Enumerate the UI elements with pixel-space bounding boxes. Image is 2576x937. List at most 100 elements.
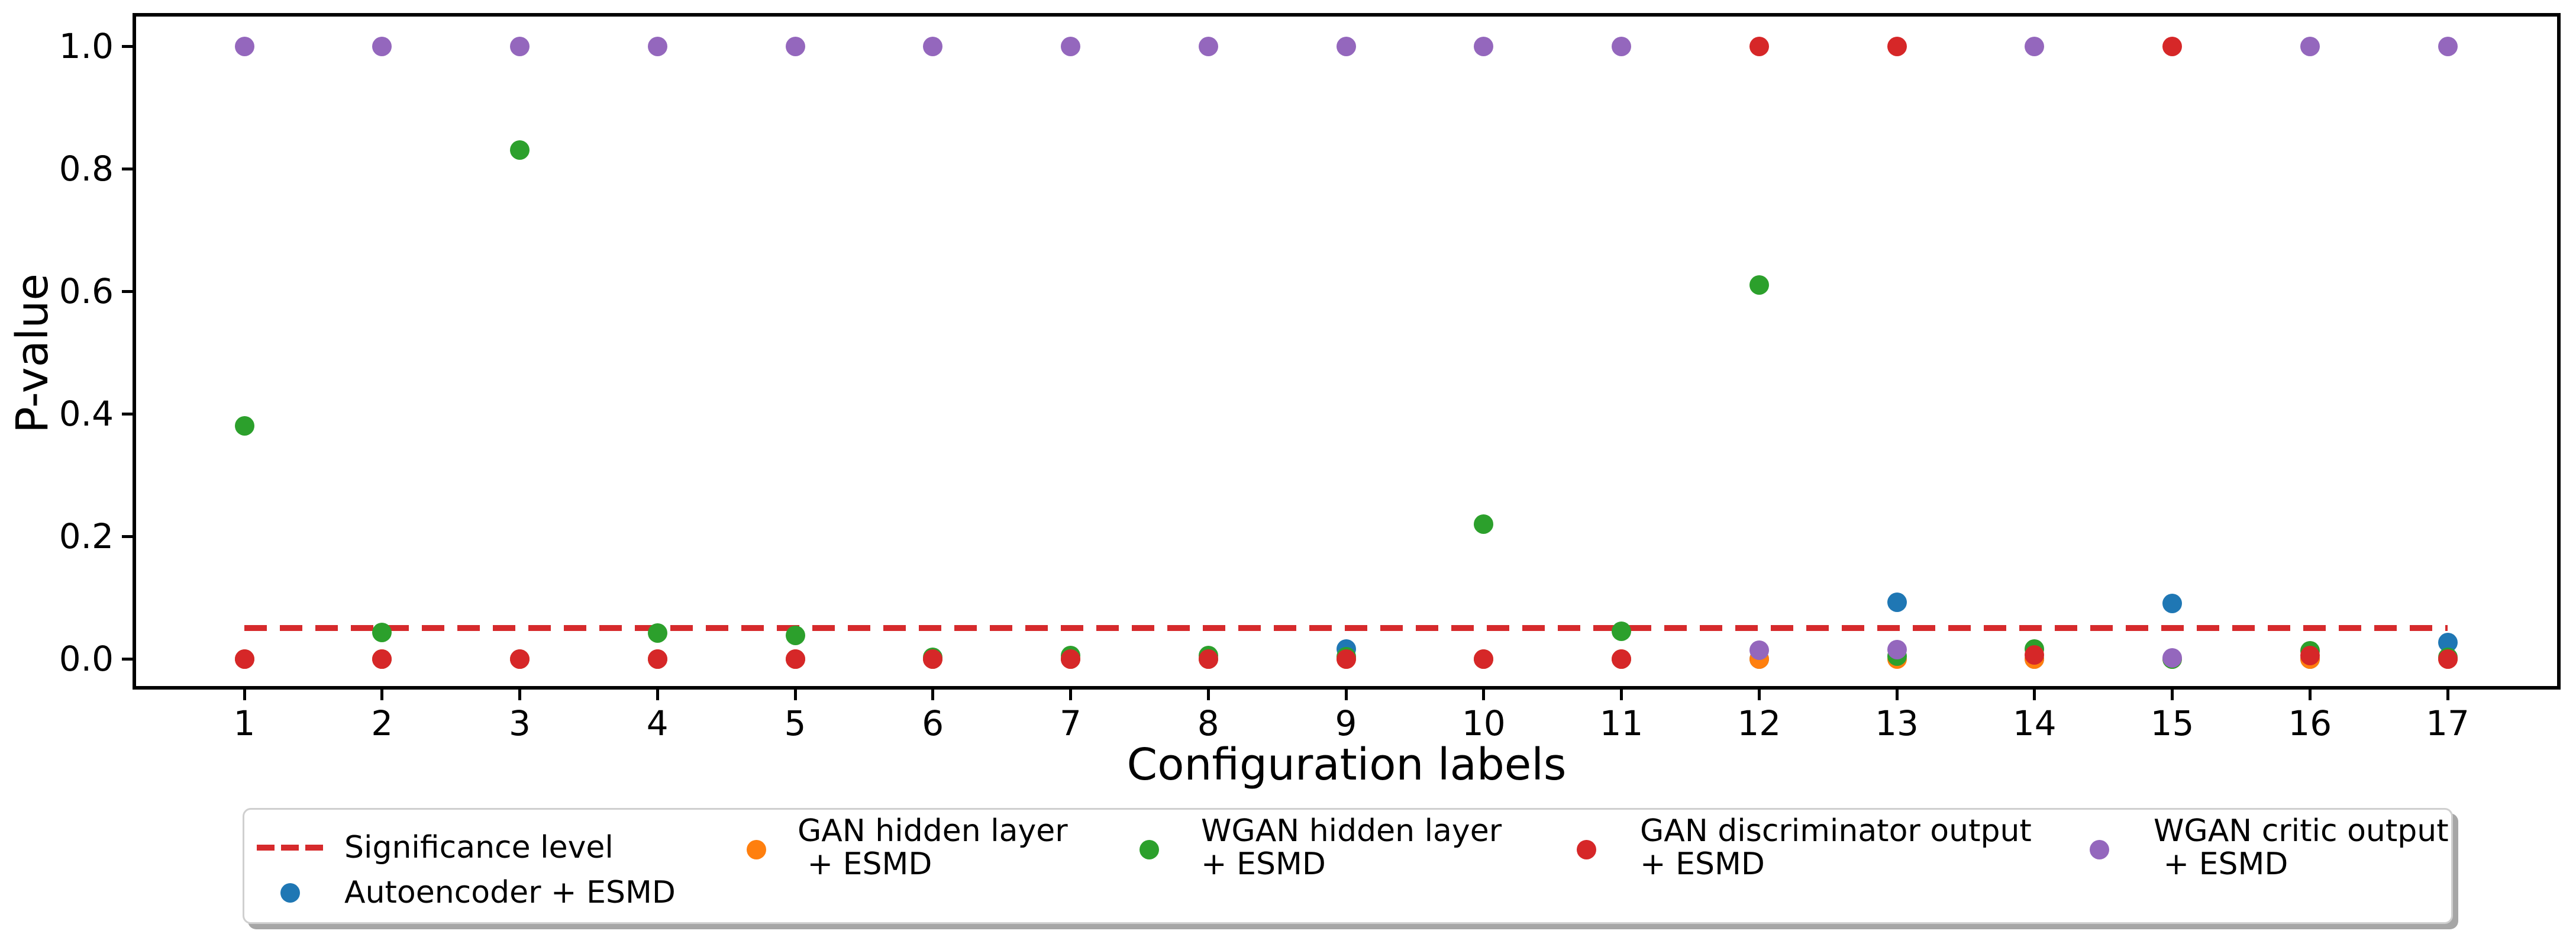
data-point xyxy=(1198,649,1218,669)
data-point xyxy=(1612,621,1631,641)
x-tick-mark xyxy=(793,686,797,700)
x-tick-label: 16 xyxy=(2288,703,2332,743)
x-tick-label: 17 xyxy=(2426,703,2470,743)
legend-item-label: Autoencoder + ESMD xyxy=(344,875,676,910)
data-point xyxy=(234,649,254,669)
x-tick-label: 10 xyxy=(1461,703,1506,743)
data-point xyxy=(2438,649,2458,669)
data-point xyxy=(1336,649,1356,669)
data-point xyxy=(2300,36,2320,56)
y-tick-label: 1.0 xyxy=(59,26,114,66)
x-tick-label: 1 xyxy=(233,703,256,743)
x-tick-mark xyxy=(380,686,384,700)
x-tick-mark xyxy=(1620,686,1623,700)
y-tick-mark xyxy=(122,412,136,416)
data-point xyxy=(1749,275,1769,295)
data-point xyxy=(234,36,254,56)
y-tick-label: 0.8 xyxy=(59,149,114,189)
data-point xyxy=(785,36,805,56)
legend-marker-dot xyxy=(746,839,766,859)
data-point xyxy=(510,36,530,56)
x-tick-mark xyxy=(2171,686,2174,700)
x-axis-label: Configuration labels xyxy=(1126,739,1567,790)
plot-area xyxy=(133,13,2561,690)
y-tick-label: 0.2 xyxy=(59,516,114,556)
y-tick-label: 0.0 xyxy=(59,639,114,679)
y-tick-mark xyxy=(122,534,136,538)
data-point xyxy=(1749,640,1769,660)
data-point xyxy=(234,416,254,436)
x-tick-mark xyxy=(518,686,521,700)
x-tick-label: 4 xyxy=(646,703,669,743)
data-point xyxy=(785,626,805,646)
legend-marker-dash xyxy=(257,845,323,851)
legend-marker-dot xyxy=(1576,839,1596,859)
x-tick-label: 13 xyxy=(1875,703,1919,743)
data-point xyxy=(1474,36,1494,56)
data-point xyxy=(785,649,805,669)
x-tick-mark xyxy=(2308,686,2312,700)
data-point xyxy=(647,649,667,669)
legend-item-label: GAN hidden layer + ESMD xyxy=(798,813,1068,882)
significance-line xyxy=(244,625,2448,632)
data-point xyxy=(1612,649,1631,669)
data-point xyxy=(372,622,392,642)
x-tick-label: 6 xyxy=(922,703,944,743)
data-point xyxy=(647,623,667,643)
x-tick-label: 3 xyxy=(509,703,531,743)
data-point xyxy=(2438,36,2458,56)
x-tick-label: 2 xyxy=(371,703,393,743)
data-point xyxy=(1887,36,1907,56)
x-tick-mark xyxy=(243,686,246,700)
x-tick-label: 15 xyxy=(2150,703,2194,743)
x-tick-mark xyxy=(2446,686,2449,700)
data-point xyxy=(2025,36,2045,56)
data-point xyxy=(2162,648,2182,668)
data-point xyxy=(923,649,943,669)
data-point xyxy=(372,36,392,56)
x-tick-mark xyxy=(931,686,935,700)
y-tick-mark xyxy=(122,44,136,48)
x-tick-label: 5 xyxy=(784,703,806,743)
data-point xyxy=(1061,649,1080,669)
data-point xyxy=(1336,36,1356,56)
data-point xyxy=(2025,645,2045,665)
x-tick-mark xyxy=(656,686,659,700)
y-tick-label: 0.4 xyxy=(59,394,114,434)
y-axis-label: P-value xyxy=(7,273,58,433)
data-point xyxy=(510,649,530,669)
data-point xyxy=(2300,646,2320,666)
y-tick-mark xyxy=(122,289,136,293)
data-point xyxy=(2162,36,2182,56)
legend-marker-dot xyxy=(280,883,300,903)
data-point xyxy=(1474,514,1494,534)
x-tick-mark xyxy=(1482,686,1486,700)
x-tick-label: 11 xyxy=(1599,703,1644,743)
x-tick-mark xyxy=(1344,686,1348,700)
y-tick-mark xyxy=(122,167,136,170)
x-tick-mark xyxy=(1895,686,1899,700)
y-tick-label: 0.6 xyxy=(59,271,114,311)
x-tick-mark xyxy=(1206,686,1210,700)
legend-item-label: Significance level xyxy=(344,830,614,865)
legend-marker-dot xyxy=(1139,839,1159,859)
x-tick-label: 7 xyxy=(1060,703,1082,743)
x-tick-mark xyxy=(1757,686,1761,700)
data-point xyxy=(1749,36,1769,56)
legend xyxy=(243,808,2453,924)
data-point xyxy=(1887,593,1907,613)
legend-marker-dot xyxy=(2089,839,2109,859)
data-point xyxy=(372,649,392,669)
x-tick-label: 8 xyxy=(1197,703,1219,743)
y-tick-mark xyxy=(122,657,136,661)
x-tick-label: 12 xyxy=(1737,703,1781,743)
data-point xyxy=(647,36,667,56)
data-point xyxy=(510,140,530,160)
data-point xyxy=(1061,36,1080,56)
x-tick-label: 14 xyxy=(2012,703,2057,743)
x-tick-mark xyxy=(2033,686,2036,700)
data-point xyxy=(1474,649,1494,669)
legend-item-label: GAN discriminator output + ESMD xyxy=(1640,813,2032,882)
data-point xyxy=(1198,36,1218,56)
